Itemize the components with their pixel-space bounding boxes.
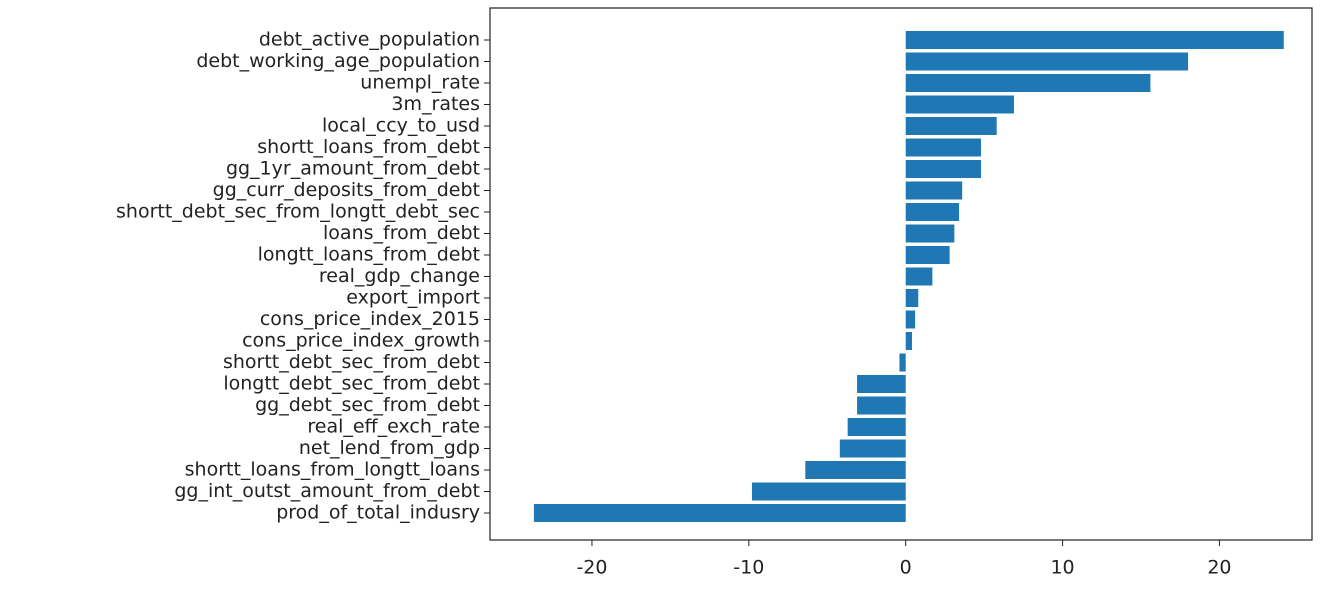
bar xyxy=(905,310,916,329)
bar xyxy=(905,95,1014,114)
y-tick-label: local_ccy_to_usd xyxy=(322,115,480,137)
y-tick-label: cons_price_index_growth xyxy=(242,330,480,352)
y-tick-label: shortt_debt_sec_from_longtt_debt_sec xyxy=(116,201,480,223)
bar xyxy=(905,138,982,157)
bar xyxy=(905,74,1151,92)
y-tick-label: real_gdp_change xyxy=(319,265,480,287)
y-tick-label: shortt_debt_sec_from_debt xyxy=(223,351,480,373)
bar xyxy=(847,418,906,436)
y-tick-label: gg_1yr_amount_from_debt xyxy=(226,158,480,180)
y-tick-label: gg_curr_deposits_from_debt xyxy=(213,179,480,201)
bar xyxy=(905,289,919,307)
bar xyxy=(905,160,982,178)
plot-frame xyxy=(489,7,1313,541)
y-tick-label: prod_of_total_indusry xyxy=(276,502,480,524)
bar xyxy=(905,224,955,243)
bar xyxy=(905,31,1284,49)
y-tick-label: 3m_rates xyxy=(391,93,480,115)
bar xyxy=(905,117,997,135)
bar xyxy=(905,203,960,221)
bar xyxy=(857,375,906,393)
x-tick-label: 20 xyxy=(1207,557,1231,579)
bar xyxy=(905,52,1189,71)
y-tick-label: real_eff_exch_rate xyxy=(307,416,480,438)
y-tick-label: longtt_loans_from_debt xyxy=(258,244,480,266)
x-tick-label: -20 xyxy=(576,557,607,579)
bar xyxy=(533,504,906,522)
x-tick-label: 10 xyxy=(1050,557,1074,579)
x-tick-label: -10 xyxy=(733,557,764,579)
y-tick-label: net_lend_from_gdp xyxy=(299,437,480,459)
y-tick-label: longtt_debt_sec_from_debt xyxy=(223,373,480,395)
bar xyxy=(905,181,963,200)
y-tick-label: cons_price_index_2015 xyxy=(260,308,480,330)
bar xyxy=(751,482,906,501)
bar xyxy=(905,332,912,350)
y-tick-label: shortt_loans_from_debt xyxy=(257,136,480,158)
x-tick-label: 0 xyxy=(900,557,912,579)
y-tick-label: gg_int_outst_amount_from_debt xyxy=(174,480,480,502)
y-tick-label: debt_active_population xyxy=(259,29,480,51)
bar xyxy=(839,439,906,458)
y-tick-label: export_import xyxy=(346,287,480,309)
bar xyxy=(899,353,906,372)
bar xyxy=(905,267,933,286)
bar xyxy=(857,396,906,415)
y-tick-label: gg_debt_sec_from_debt xyxy=(255,394,480,416)
bar xyxy=(805,461,906,479)
y-tick-label: shortt_loans_from_longtt_loans xyxy=(185,459,480,481)
y-tick-label: unempl_rate xyxy=(360,72,480,94)
bar xyxy=(905,246,950,264)
y-tick-label: loans_from_debt xyxy=(323,222,480,244)
y-tick-label: debt_working_age_population xyxy=(196,50,480,72)
